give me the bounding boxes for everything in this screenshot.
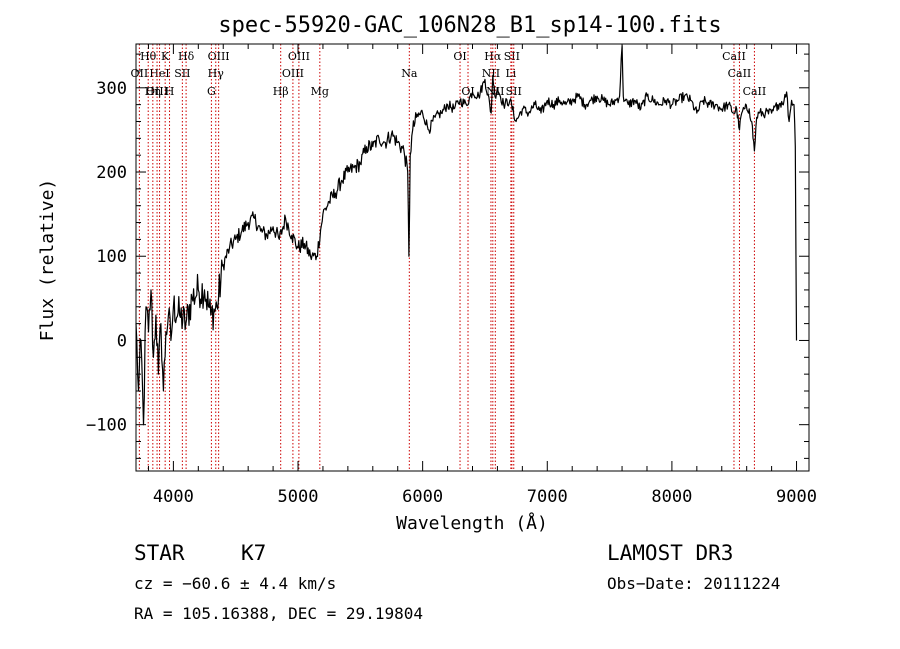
marker-label-8542: CaII bbox=[728, 67, 752, 80]
y-tick-label-0: 0 bbox=[117, 331, 127, 351]
marker-label-5893: Na bbox=[401, 67, 418, 80]
survey-name: LAMOST DR3 bbox=[607, 541, 734, 565]
marker-label-4072: SII bbox=[174, 67, 190, 80]
x-tick-label-4000: 4000 bbox=[153, 487, 194, 507]
marker-label-3835: Hη bbox=[145, 85, 161, 98]
marker-label-5175: Mg bbox=[311, 85, 329, 98]
coordinates-text: RA = 105.16388, DEC = 29.19804 bbox=[134, 604, 423, 623]
x-tick-label-6000: 6000 bbox=[402, 487, 443, 507]
marker-label-3969: H bbox=[165, 85, 175, 98]
marker-label-6563: Hα bbox=[484, 50, 502, 63]
marker-label-4305: G bbox=[207, 85, 216, 98]
y-tick-label--100: −100 bbox=[86, 416, 127, 436]
marker-label-6731: SII bbox=[506, 85, 522, 98]
object-class: STAR bbox=[134, 541, 185, 565]
y-tick-label-100: 100 bbox=[96, 247, 127, 267]
x-axis-label: Wavelength (Å) bbox=[396, 512, 548, 534]
marker-label-6548: NII bbox=[482, 67, 500, 80]
marker-label-3727: OII bbox=[131, 67, 149, 80]
subclass: K7 bbox=[241, 541, 267, 565]
marker-label-3798: Hθ bbox=[140, 50, 157, 63]
x-tick-label-8000: 8000 bbox=[651, 487, 692, 507]
marker-label-3889: HeI bbox=[149, 67, 169, 80]
x-tick-label-9000: 9000 bbox=[776, 487, 817, 507]
x-tick-label-7000: 7000 bbox=[527, 487, 568, 507]
spectrum-line-0 bbox=[135, 45, 798, 426]
marker-label-6300: OI bbox=[453, 50, 466, 63]
marker-label-8498: CaII bbox=[722, 50, 746, 63]
marker-label-5007: OIII bbox=[288, 50, 310, 63]
marker-label-4959: OIII bbox=[282, 67, 304, 80]
obs-date-text: Obs−Date: 20111224 bbox=[607, 574, 781, 593]
y-axis-label: Flux (relative) bbox=[37, 179, 58, 342]
marker-label-4340: Hγ bbox=[208, 67, 225, 80]
marker-label-3934: K bbox=[161, 50, 170, 63]
x-tick-label-5000: 5000 bbox=[278, 487, 319, 507]
chart-title: spec-55920-GAC_106N28_B1_sp14-100.fits bbox=[218, 13, 721, 38]
marker-label-6708: Li bbox=[505, 67, 516, 80]
marker-label-4861: Hβ bbox=[273, 85, 289, 98]
y-tick-label-300: 300 bbox=[96, 79, 127, 99]
marker-label-8662: CaII bbox=[743, 85, 767, 98]
redshift-text: cz = −60.6 ± 4.4 km/s bbox=[134, 574, 337, 593]
marker-label-3869: OIII bbox=[146, 85, 168, 98]
y-tick-label-200: 200 bbox=[96, 163, 127, 183]
plot-frame bbox=[135, 43, 810, 472]
marker-label-4102: Hδ bbox=[178, 50, 195, 63]
marker-label-4363: OIII bbox=[208, 50, 230, 63]
marker-label-6716: SII bbox=[504, 50, 520, 63]
